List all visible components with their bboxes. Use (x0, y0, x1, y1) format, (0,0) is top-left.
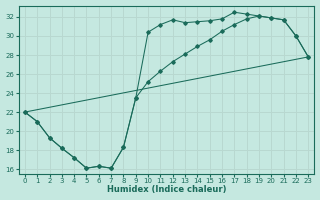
X-axis label: Humidex (Indice chaleur): Humidex (Indice chaleur) (107, 185, 226, 194)
